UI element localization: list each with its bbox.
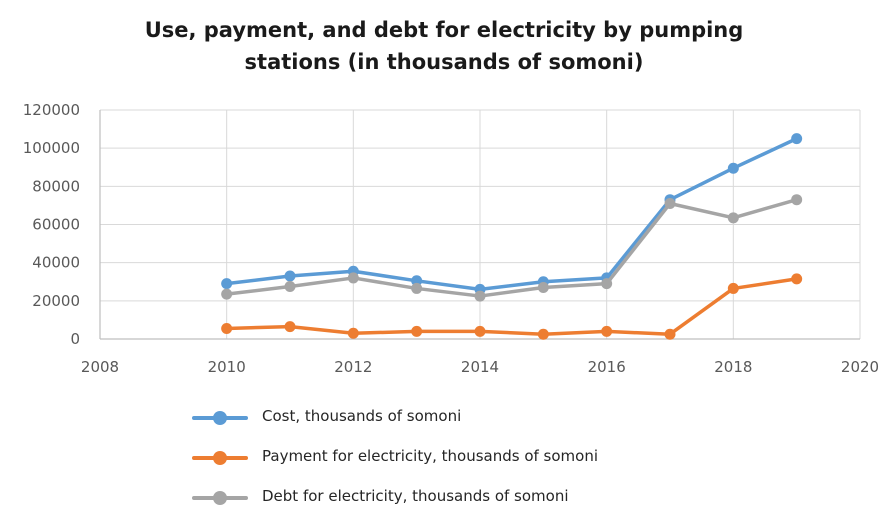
legend-item-payment: Payment for electricity, thousands of so…: [192, 442, 752, 482]
data-point: [474, 290, 486, 302]
legend-item-debt: Debt for electricity, thousands of somon…: [192, 482, 752, 522]
x-tick-label: 2010: [208, 358, 246, 376]
legend-swatch-payment: [192, 450, 248, 466]
legend-swatch-debt: [192, 490, 248, 506]
data-point: [284, 281, 296, 293]
series-line-2: [224, 197, 799, 298]
data-point: [727, 212, 739, 224]
series-line-0: [224, 136, 799, 292]
chart-title-line-1: Use, payment, and debt for electricity b…: [144, 18, 744, 42]
x-tick-label: 2014: [461, 358, 499, 376]
grid-lines: [100, 109, 861, 339]
data-point: [537, 281, 549, 293]
legend-label-payment: Payment for electricity, thousands of so…: [262, 447, 598, 465]
y-tick-label: 100000: [23, 139, 80, 157]
data-point: [727, 282, 739, 294]
legend-item-cost: Cost, thousands of somoni: [192, 402, 752, 442]
y-tick-label: 40000: [32, 254, 80, 272]
chart-title: Use, payment, and debt for electricity b…: [0, 14, 888, 78]
data-point: [411, 282, 423, 294]
y-tick-label: 20000: [32, 292, 80, 310]
tick-labels: 0 20000 40000 60000 80000 100000 120000 2008 201…: [23, 101, 879, 376]
series-lines: [221, 133, 803, 340]
legend-label-cost: Cost, thousands of somoni: [262, 407, 462, 425]
data-point: [411, 325, 423, 337]
data-point: [601, 325, 613, 337]
data-point: [411, 275, 423, 287]
data-point: [664, 328, 676, 340]
x-tick-label: 2012: [334, 358, 372, 376]
x-tick-label: 2018: [714, 358, 752, 376]
x-tick-label: 2016: [588, 358, 626, 376]
data-point: [601, 278, 613, 290]
data-point: [727, 162, 739, 174]
y-tick-label: 60000: [32, 216, 80, 234]
chart-legend: Cost, thousands of somoni Payment for el…: [192, 402, 752, 522]
y-tick-label: 0: [70, 330, 80, 348]
data-point: [221, 278, 233, 290]
data-point: [347, 327, 359, 339]
data-point: [664, 198, 676, 210]
data-point: [474, 325, 486, 337]
data-point: [284, 270, 296, 282]
data-point: [537, 328, 549, 340]
data-point: [347, 272, 359, 284]
data-point: [284, 321, 296, 333]
y-tick-label: 80000: [32, 177, 80, 195]
data-point: [791, 273, 803, 285]
axes: [99, 110, 860, 340]
x-tick-label: 2020: [841, 358, 879, 376]
series-line-1: [224, 277, 799, 336]
line-chart: 0 20000 40000 60000 80000 100000 120000 2008 201…: [23, 101, 879, 376]
data-point: [791, 133, 803, 145]
data-point: [221, 323, 233, 335]
data-point: [221, 288, 233, 300]
legend-label-debt: Debt for electricity, thousands of somon…: [262, 487, 569, 505]
y-tick-label: 120000: [23, 101, 80, 119]
data-point: [791, 194, 803, 206]
chart-title-line-2: stations (in thousands of somoni): [244, 50, 644, 74]
x-tick-label: 2008: [81, 358, 119, 376]
legend-swatch-cost: [192, 410, 248, 426]
